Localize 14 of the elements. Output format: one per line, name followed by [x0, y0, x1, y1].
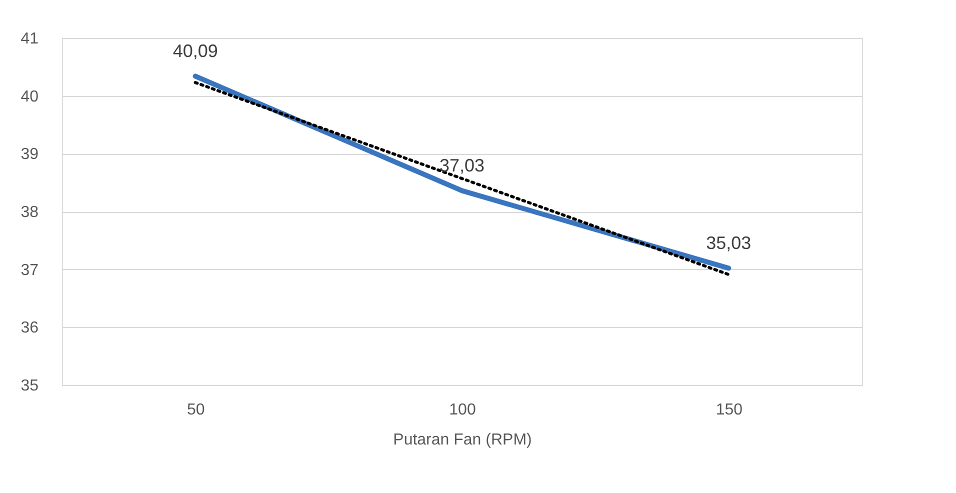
annotation: 40,09 [172, 41, 218, 62]
y-tick-label: 41 [20, 30, 39, 48]
annotation: 37,03 [439, 156, 485, 176]
y-tick-label: 37 [20, 262, 39, 279]
x-tick-label: 150 [716, 402, 743, 418]
y-tick-label: 36 [20, 320, 39, 337]
y-tick-label: 38 [20, 204, 39, 221]
x-tick-label: 100 [449, 402, 476, 418]
annotation: 35,03 [706, 233, 752, 254]
y-tick-label: 39 [20, 146, 39, 164]
y-tick-label: 35 [20, 378, 39, 394]
x-tick-label: 50 [186, 402, 205, 418]
x-axis-title: Putaran Fan (RPM) [393, 432, 532, 448]
y-tick-label: 40 [20, 88, 39, 106]
